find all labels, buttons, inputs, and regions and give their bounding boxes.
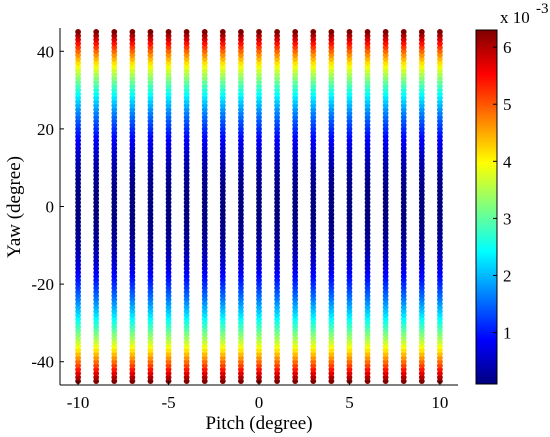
- data-point: [400, 28, 407, 35]
- y-tick-label: 20: [37, 120, 54, 139]
- y-axis-label: Yaw (degree): [4, 156, 25, 258]
- colorbar-multiplier: x 10: [500, 8, 530, 27]
- data-point: [437, 28, 443, 35]
- x-tick-label: -5: [161, 393, 175, 412]
- y-tick-label: 0: [46, 198, 55, 217]
- data-point: [364, 28, 371, 35]
- x-tick-label: 10: [431, 393, 448, 412]
- colorbar-tick-label: 1: [503, 324, 512, 343]
- data-point: [147, 28, 154, 35]
- data-point: [75, 28, 81, 35]
- y-tick-label: 40: [37, 42, 54, 61]
- data-point: [310, 28, 317, 35]
- colorbar-tick-label: 6: [503, 38, 512, 57]
- colorbar: 1 2 3 4 5 6 x 10 -3: [475, 1, 549, 385]
- data-point: [93, 28, 100, 35]
- data-point: [292, 28, 299, 35]
- data-point: [183, 28, 190, 35]
- colorbar-tick-label: 3: [503, 209, 512, 228]
- data-point: [111, 28, 118, 35]
- data-points: [75, 28, 443, 385]
- y-tick-label: -40: [31, 353, 54, 372]
- data-point: [219, 28, 226, 35]
- data-point: [165, 28, 172, 35]
- data-point: [256, 28, 262, 35]
- data-point: [274, 28, 280, 35]
- data-point: [418, 28, 425, 35]
- data-point: [382, 28, 389, 35]
- data-point: [129, 28, 136, 35]
- colorbar-ticks: 1 2 3 4 5 6: [493, 38, 512, 343]
- colorbar-exponent: -3: [536, 1, 549, 17]
- x-tick-label: 5: [345, 393, 354, 412]
- colorbar-tick-label: 2: [503, 267, 512, 286]
- y-tick-label: -20: [31, 275, 54, 294]
- data-point: [201, 28, 208, 35]
- x-axis-label: Pitch (degree): [205, 413, 312, 434]
- data-point: [238, 28, 244, 35]
- colorbar-tick-label: 4: [503, 152, 512, 171]
- y-ticks: -40 -20 0 20 40: [31, 42, 64, 372]
- colorbar-tick-label: 5: [503, 95, 512, 114]
- data-point: [346, 28, 353, 35]
- data-point: [328, 28, 335, 35]
- x-ticks: -10 -5 0 5 10: [67, 381, 448, 412]
- x-tick-label: 0: [255, 393, 264, 412]
- colorbar-gradient: [475, 29, 498, 385]
- x-tick-label: -10: [67, 393, 90, 412]
